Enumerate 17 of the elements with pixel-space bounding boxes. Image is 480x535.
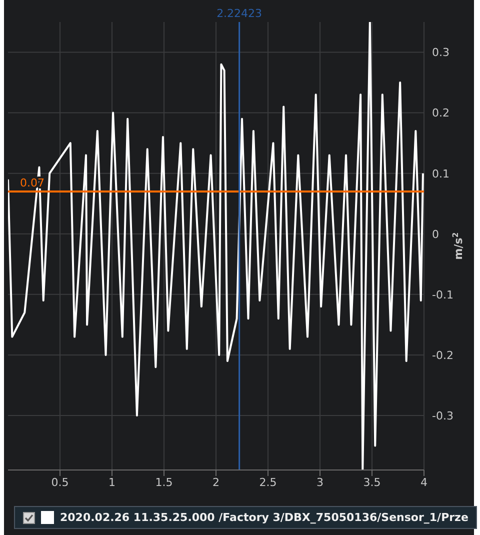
x-tick-label: 1.5 <box>155 476 173 489</box>
x-tick-label: 2.5 <box>259 476 277 489</box>
ref-line-label: 2.22423 <box>216 7 262 20</box>
x-tick-label: 3 <box>316 476 324 489</box>
x-tick-label: 2 <box>212 476 220 489</box>
x-tick-label: 3.5 <box>363 476 381 489</box>
x-tick-label: 1 <box>108 476 116 489</box>
y-tick-label: -0.2 <box>432 348 454 362</box>
y-tick-label: 0 <box>432 228 439 241</box>
x-tick-label: 0.5 <box>51 476 69 489</box>
y-tick-label: -0.1 <box>432 288 454 302</box>
y-tick-label: -0.3 <box>432 409 454 422</box>
y-tick-label: 0.1 <box>432 167 450 180</box>
legend-label: 2020.02.26 11.35.25.000 /Factory 3/DBX_75050136/Sensor_1/Prze <box>60 511 468 524</box>
y-tick-label: 0.2 <box>432 106 450 120</box>
x-tick-label: 4 <box>420 476 428 489</box>
y-tick-label: 0.3 <box>432 46 450 60</box>
